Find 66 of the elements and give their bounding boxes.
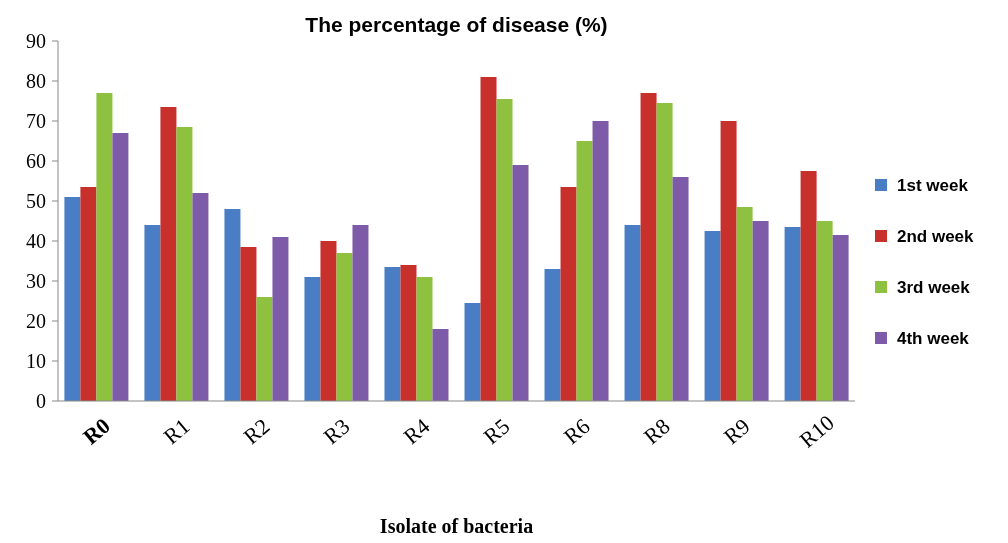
x-tick-label: R10 (794, 409, 839, 453)
y-tick-label: 10 (26, 350, 46, 372)
bar (352, 225, 369, 401)
bar (592, 121, 609, 401)
legend-label: 1st week (897, 175, 969, 195)
bar (256, 297, 273, 401)
bar (832, 235, 849, 401)
x-tick-label: R2 (238, 413, 275, 449)
bar (384, 267, 401, 401)
bar (560, 187, 577, 401)
x-tick-label: R6 (558, 413, 595, 449)
y-tick-label: 80 (26, 70, 46, 92)
x-tick-label: R0 (78, 412, 115, 450)
bar (704, 231, 721, 401)
bar (720, 121, 737, 401)
bar (400, 265, 417, 401)
legend-label: 2nd week (897, 226, 975, 246)
bar (464, 303, 481, 401)
y-tick-label: 70 (26, 110, 46, 132)
bar (496, 99, 513, 401)
bar (320, 241, 337, 401)
x-tick-label: R3 (318, 413, 355, 449)
x-tick-label: R4 (398, 413, 435, 449)
legend-label: 4th week (897, 328, 970, 348)
y-tick-label: 30 (26, 270, 46, 292)
bar (304, 277, 321, 401)
bar (752, 221, 769, 401)
bar (672, 177, 689, 401)
bar (736, 207, 753, 401)
bar (336, 253, 353, 401)
bar (144, 225, 161, 401)
x-tick-label: R9 (718, 413, 755, 449)
x-tick-label: R5 (478, 413, 515, 449)
bar (416, 277, 433, 401)
x-axis-title: Isolate of bacteria (379, 515, 534, 537)
bar (624, 225, 641, 401)
bar (544, 269, 561, 401)
bar (160, 107, 177, 401)
chart-title: The percentage of disease (%) (305, 13, 608, 36)
bar (640, 93, 657, 401)
bar (656, 103, 673, 401)
bar (576, 141, 593, 401)
bar (512, 165, 529, 401)
bar (112, 133, 129, 401)
bar (80, 187, 97, 401)
bar (272, 237, 289, 401)
bar (480, 77, 497, 401)
y-tick-label: 60 (26, 150, 46, 172)
y-tick-label: 50 (26, 190, 46, 212)
bar (432, 329, 449, 401)
y-tick-label: 90 (26, 30, 46, 52)
legend-label: 3rd week (897, 277, 971, 297)
bar (224, 209, 241, 401)
bar (800, 171, 817, 401)
bar (240, 247, 257, 401)
bar (192, 193, 209, 401)
bar (784, 227, 801, 401)
x-tick-label: R1 (158, 413, 195, 449)
bar (96, 93, 113, 401)
bar (176, 127, 193, 401)
y-tick-label: 0 (36, 390, 46, 412)
bar (816, 221, 833, 401)
x-tick-label: R8 (638, 413, 675, 449)
y-tick-label: 40 (26, 230, 46, 252)
bar (64, 197, 81, 401)
y-tick-label: 20 (26, 310, 46, 332)
